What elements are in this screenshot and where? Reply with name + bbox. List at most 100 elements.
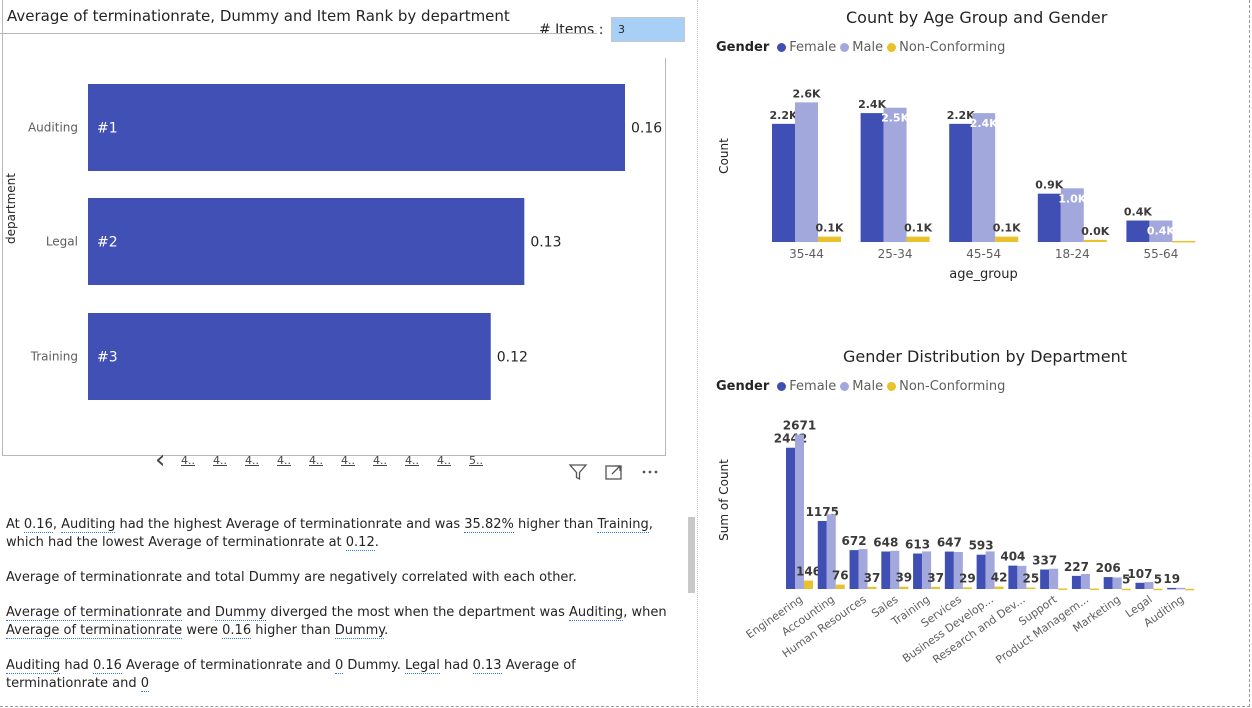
- bar-male[interactable]: [953, 551, 963, 589]
- bar-non-conforming[interactable]: [906, 236, 930, 242]
- narrative-highlight[interactable]: Average of terminationrate: [6, 623, 183, 639]
- pager-page-link[interactable]: 4..: [373, 453, 387, 467]
- bar-non-conforming[interactable]: [899, 586, 909, 589]
- bar-female[interactable]: [1037, 193, 1061, 242]
- narrative-highlight[interactable]: 0.16: [23, 517, 53, 533]
- bar-training[interactable]: [88, 313, 491, 400]
- bar-female[interactable]: [1167, 587, 1177, 590]
- bar-female[interactable]: [949, 123, 973, 242]
- bar-female[interactable]: [786, 447, 795, 589]
- bar-non-conforming[interactable]: [1172, 240, 1196, 243]
- bar-non-conforming[interactable]: [994, 586, 1004, 589]
- bar-male[interactable]: [1176, 587, 1186, 590]
- bar-male[interactable]: [795, 434, 804, 589]
- bar-male[interactable]: [1049, 568, 1059, 589]
- bar-male[interactable]: [1060, 188, 1084, 242]
- narrative-highlight[interactable]: 0: [140, 676, 150, 692]
- pager-page-link[interactable]: 5..: [469, 453, 483, 467]
- bar-male[interactable]: [1112, 577, 1122, 589]
- narrative-highlight[interactable]: 0: [334, 658, 344, 674]
- narrative-highlight[interactable]: 0.12: [345, 535, 375, 551]
- more-options-icon[interactable]: [639, 462, 661, 482]
- bar-male[interactable]: [883, 107, 907, 242]
- items-count-input[interactable]: 3: [611, 17, 685, 42]
- bar-female[interactable]: [1008, 565, 1018, 589]
- bar-male[interactable]: [1149, 220, 1173, 242]
- bar-non-conforming[interactable]: [867, 586, 877, 589]
- narrative-highlight[interactable]: 0.16: [92, 658, 122, 674]
- bar-non-conforming[interactable]: [1083, 239, 1107, 242]
- bar-female[interactable]: [944, 551, 954, 589]
- bar-non-conforming[interactable]: [1121, 588, 1131, 591]
- narrative-highlight[interactable]: Dummy: [334, 623, 385, 639]
- bar-female[interactable]: [1103, 577, 1113, 589]
- legend-item-male[interactable]: Male: [840, 379, 883, 394]
- bar-male[interactable]: [858, 549, 868, 589]
- legend-item-non-conforming[interactable]: Non-Conforming: [887, 379, 1005, 394]
- pager-page-link[interactable]: 4..: [309, 453, 323, 467]
- legend-item-female[interactable]: Female: [777, 379, 836, 394]
- filter-icon[interactable]: [567, 462, 589, 482]
- bar-female[interactable]: [881, 551, 891, 589]
- narrative-highlight[interactable]: 35.82%: [464, 517, 514, 533]
- pager-page-link[interactable]: 4..: [341, 453, 355, 467]
- category-label: Auditing: [28, 121, 78, 135]
- pager-page-link[interactable]: 4..: [181, 453, 195, 467]
- bar-non-conforming[interactable]: [995, 236, 1019, 242]
- pager-page-link[interactable]: 4..: [437, 453, 451, 467]
- narrative-highlight[interactable]: Legal: [405, 658, 440, 674]
- legend-item-female[interactable]: Female: [777, 40, 836, 55]
- bar-male[interactable]: [1080, 573, 1090, 589]
- bar-female[interactable]: [1040, 569, 1050, 589]
- narrative-highlight[interactable]: Dummy: [214, 605, 267, 621]
- bar-non-conforming[interactable]: [931, 586, 941, 589]
- chevron-left-icon[interactable]: ‹: [155, 445, 166, 475]
- pager-page-link[interactable]: 4..: [405, 453, 419, 467]
- bar-female[interactable]: [860, 113, 884, 242]
- bar-male[interactable]: [1144, 582, 1154, 589]
- bar-male[interactable]: [922, 551, 932, 589]
- bar-male[interactable]: [795, 102, 818, 243]
- termination-rate-visual[interactable]: Average of terminationrate, Dummy and It…: [0, 0, 697, 490]
- narrative-highlight[interactable]: 0.13: [472, 658, 502, 674]
- narrative-highlight[interactable]: Average of terminationrate: [6, 605, 183, 621]
- bar-non-conforming[interactable]: [835, 584, 845, 589]
- bar-legal[interactable]: [88, 198, 525, 285]
- legend-item-male[interactable]: Male: [840, 40, 883, 55]
- pager-page-link[interactable]: 4..: [213, 453, 227, 467]
- bar-male[interactable]: [890, 550, 900, 589]
- bar-non-conforming[interactable]: [1153, 588, 1163, 591]
- focus-mode-icon[interactable]: [603, 462, 625, 482]
- narrative-highlight[interactable]: Auditing: [61, 517, 116, 533]
- bar-female[interactable]: [1071, 575, 1081, 589]
- pager-page-link[interactable]: 4..: [277, 453, 291, 467]
- bar-female[interactable]: [913, 553, 923, 589]
- bar-non-conforming[interactable]: [804, 580, 813, 589]
- pager-page-link[interactable]: 4..: [245, 453, 259, 467]
- narrative-highlight[interactable]: Training: [597, 517, 649, 533]
- bar-female[interactable]: [1126, 220, 1150, 242]
- bar-male[interactable]: [1017, 565, 1027, 589]
- bar-female[interactable]: [1135, 582, 1145, 589]
- bar-male[interactable]: [972, 113, 996, 242]
- bar-male[interactable]: [985, 551, 995, 589]
- bar-non-conforming[interactable]: [818, 236, 841, 242]
- bar-female[interactable]: [817, 521, 827, 589]
- narrative-scrollbar[interactable]: [688, 517, 695, 593]
- narrative-highlight[interactable]: Auditing: [6, 658, 61, 674]
- bar-auditing[interactable]: [88, 84, 625, 171]
- bar-non-conforming[interactable]: [1185, 588, 1195, 591]
- legend-item-non-conforming[interactable]: Non-Conforming: [887, 40, 1005, 55]
- bar-female[interactable]: [772, 123, 795, 242]
- bar-female[interactable]: [849, 550, 859, 589]
- data-label: 19: [1163, 572, 1180, 586]
- bar-non-conforming[interactable]: [1026, 587, 1036, 590]
- legend-label: Female: [789, 40, 837, 55]
- narrative-highlight[interactable]: 0.16: [222, 623, 252, 639]
- bar-non-conforming[interactable]: [1058, 588, 1068, 590]
- bar-non-conforming[interactable]: [1089, 588, 1099, 591]
- bar-male[interactable]: [826, 514, 836, 589]
- bar-female[interactable]: [976, 554, 986, 589]
- narrative-highlight[interactable]: Auditing: [568, 605, 624, 621]
- bar-non-conforming[interactable]: [962, 587, 972, 589]
